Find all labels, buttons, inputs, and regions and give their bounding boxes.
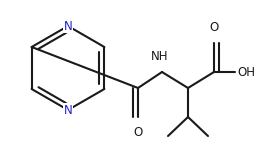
- Text: N: N: [64, 20, 72, 32]
- Text: O: O: [133, 126, 143, 139]
- Text: N: N: [64, 103, 72, 117]
- Text: NH: NH: [151, 50, 169, 63]
- Text: OH: OH: [237, 66, 255, 78]
- Text: O: O: [209, 21, 219, 34]
